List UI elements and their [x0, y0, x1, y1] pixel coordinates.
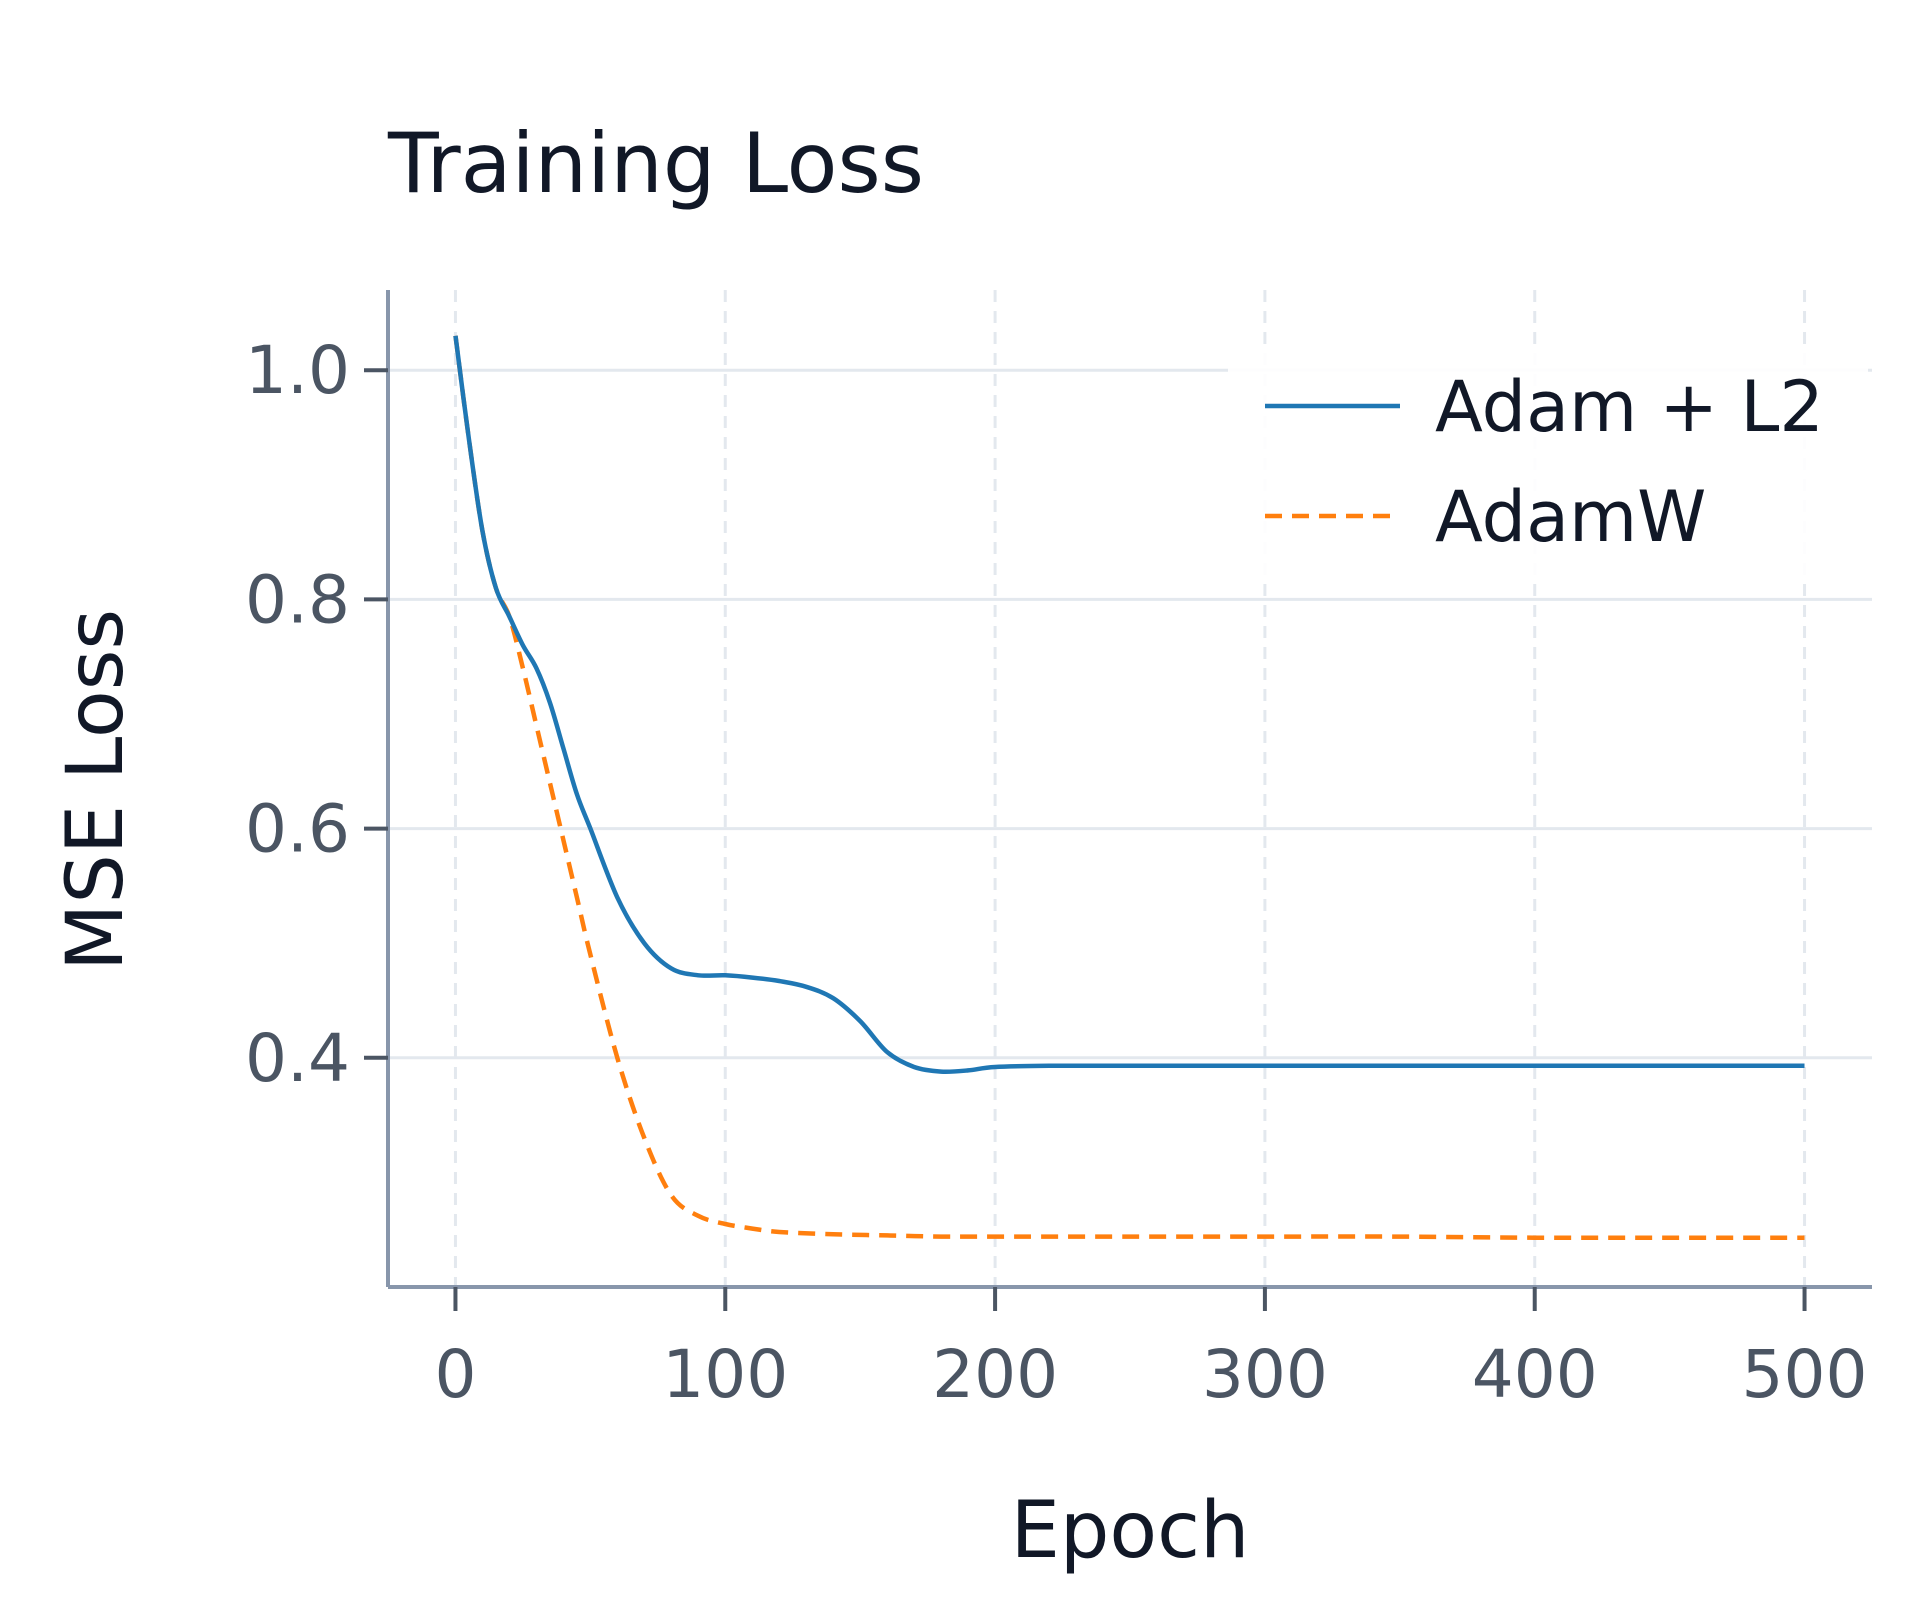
legend-label-1: AdamW — [1435, 476, 1706, 558]
x-tick-label: 0 — [434, 1336, 476, 1413]
y-tick-label: 0.4 — [245, 1020, 350, 1097]
x-tick-label: 300 — [1202, 1336, 1328, 1413]
legend-label-0: Adam + L2 — [1435, 366, 1824, 448]
y-tick-label: 0.6 — [245, 791, 350, 868]
axes-layer: 0.4 0.6 0.8 1.0 0 100 200 300 400 500 — [245, 290, 1872, 1413]
x-tick-label: 100 — [662, 1336, 788, 1413]
legend-background — [1228, 350, 1868, 580]
chart-title: Training Loss — [387, 115, 924, 212]
x-tick-label: 400 — [1472, 1336, 1598, 1413]
x-tick-label: 200 — [932, 1336, 1058, 1413]
series-line-adam-l2 — [453, 335, 1805, 1074]
x-axis-label: Epoch — [1011, 1486, 1250, 1576]
series-layer — [453, 335, 1805, 1241]
x-tick-label: 500 — [1742, 1336, 1868, 1413]
legend: Adam + L2 AdamW — [1228, 350, 1868, 580]
series-line-adamw — [453, 335, 1805, 1241]
y-tick-label: 0.8 — [245, 561, 350, 638]
y-tick-label: 1.0 — [245, 332, 350, 409]
y-axis-label: MSE Loss — [51, 609, 141, 971]
grid-layer — [388, 290, 1872, 1287]
